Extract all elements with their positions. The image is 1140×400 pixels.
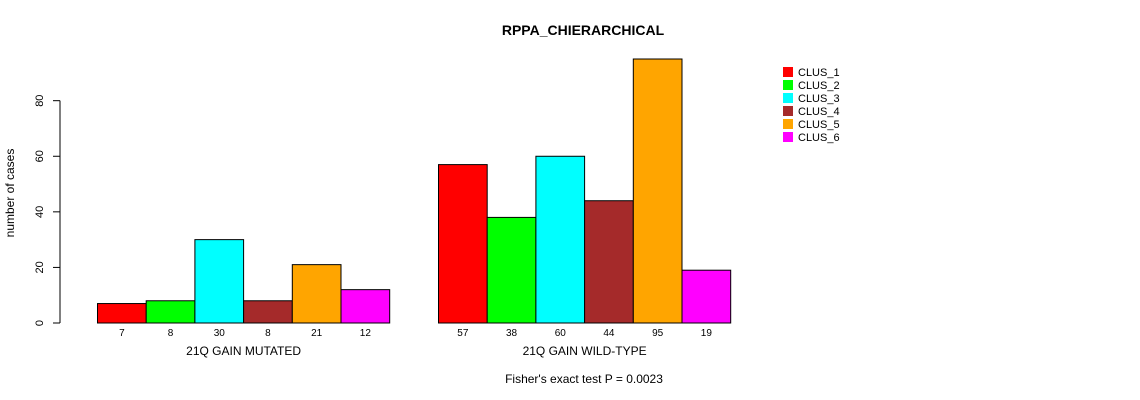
legend-swatch xyxy=(783,106,793,116)
bar-clus-3 xyxy=(194,239,245,324)
legend-swatch xyxy=(783,119,793,129)
y-axis-label: number of cases xyxy=(3,149,17,238)
bar-value-label: 7 xyxy=(119,328,125,339)
y-tick-label: 80 xyxy=(34,95,46,107)
legend-label: CLUS_3 xyxy=(798,93,840,105)
group-label: 21Q GAIN MUTATED xyxy=(186,344,301,358)
bar-value-label: 30 xyxy=(214,328,226,339)
y-tick-label: 20 xyxy=(34,261,46,273)
bar-value-label: 57 xyxy=(457,328,469,339)
legend-swatch xyxy=(783,132,793,142)
y-axis: 0 20 40 60 80 xyxy=(34,95,61,326)
chart-title: RPPA_CHIERARCHICAL xyxy=(502,22,665,38)
legend-label: CLUS_4 xyxy=(798,106,840,118)
bar-clus-6 xyxy=(681,269,732,324)
y-tick-label: 40 xyxy=(34,206,46,218)
legend-label: CLUS_6 xyxy=(798,132,840,144)
bar-clus-1 xyxy=(97,303,147,324)
group-labels: 21Q GAIN MUTATED 21Q GAIN WILD-TYPE xyxy=(186,344,646,358)
bar-value-label: 19 xyxy=(701,328,713,339)
bar-clus-2 xyxy=(145,300,196,324)
legend-swatch xyxy=(783,67,793,77)
bar-value-label: 8 xyxy=(265,328,271,339)
bar-value-label: 44 xyxy=(603,328,615,339)
fisher-test-footnote: Fisher's exact test P = 0.0023 xyxy=(505,372,663,386)
bar-clus-6 xyxy=(340,289,391,324)
bar-clus-2 xyxy=(486,216,537,324)
bar-clus-5 xyxy=(632,58,683,324)
bar-clus-4 xyxy=(243,300,293,324)
bar-value-label: 12 xyxy=(360,328,372,339)
bars: 7 8 30 8 21 12 57 38 60 44 95 19 xyxy=(97,58,732,339)
bar-clus-3 xyxy=(535,155,586,324)
bar-value-label: 60 xyxy=(555,328,567,339)
legend-swatch xyxy=(783,93,793,103)
bar-value-label: 8 xyxy=(168,328,174,339)
y-tick-label: 0 xyxy=(34,320,46,326)
legend-label: CLUS_1 xyxy=(798,67,840,79)
bar-value-label: 38 xyxy=(506,328,518,339)
bar-clus-4 xyxy=(584,200,634,324)
bar-value-label: 95 xyxy=(652,328,664,339)
bar-clus-5 xyxy=(291,264,342,324)
bar-value-label: 21 xyxy=(311,328,323,339)
legend-label: CLUS_5 xyxy=(798,119,840,131)
bar-clus-1 xyxy=(438,164,488,324)
legend-swatch xyxy=(783,80,793,90)
group-label: 21Q GAIN WILD-TYPE xyxy=(523,344,647,358)
y-tick-label: 60 xyxy=(34,150,46,162)
legend-label: CLUS_2 xyxy=(798,80,840,92)
